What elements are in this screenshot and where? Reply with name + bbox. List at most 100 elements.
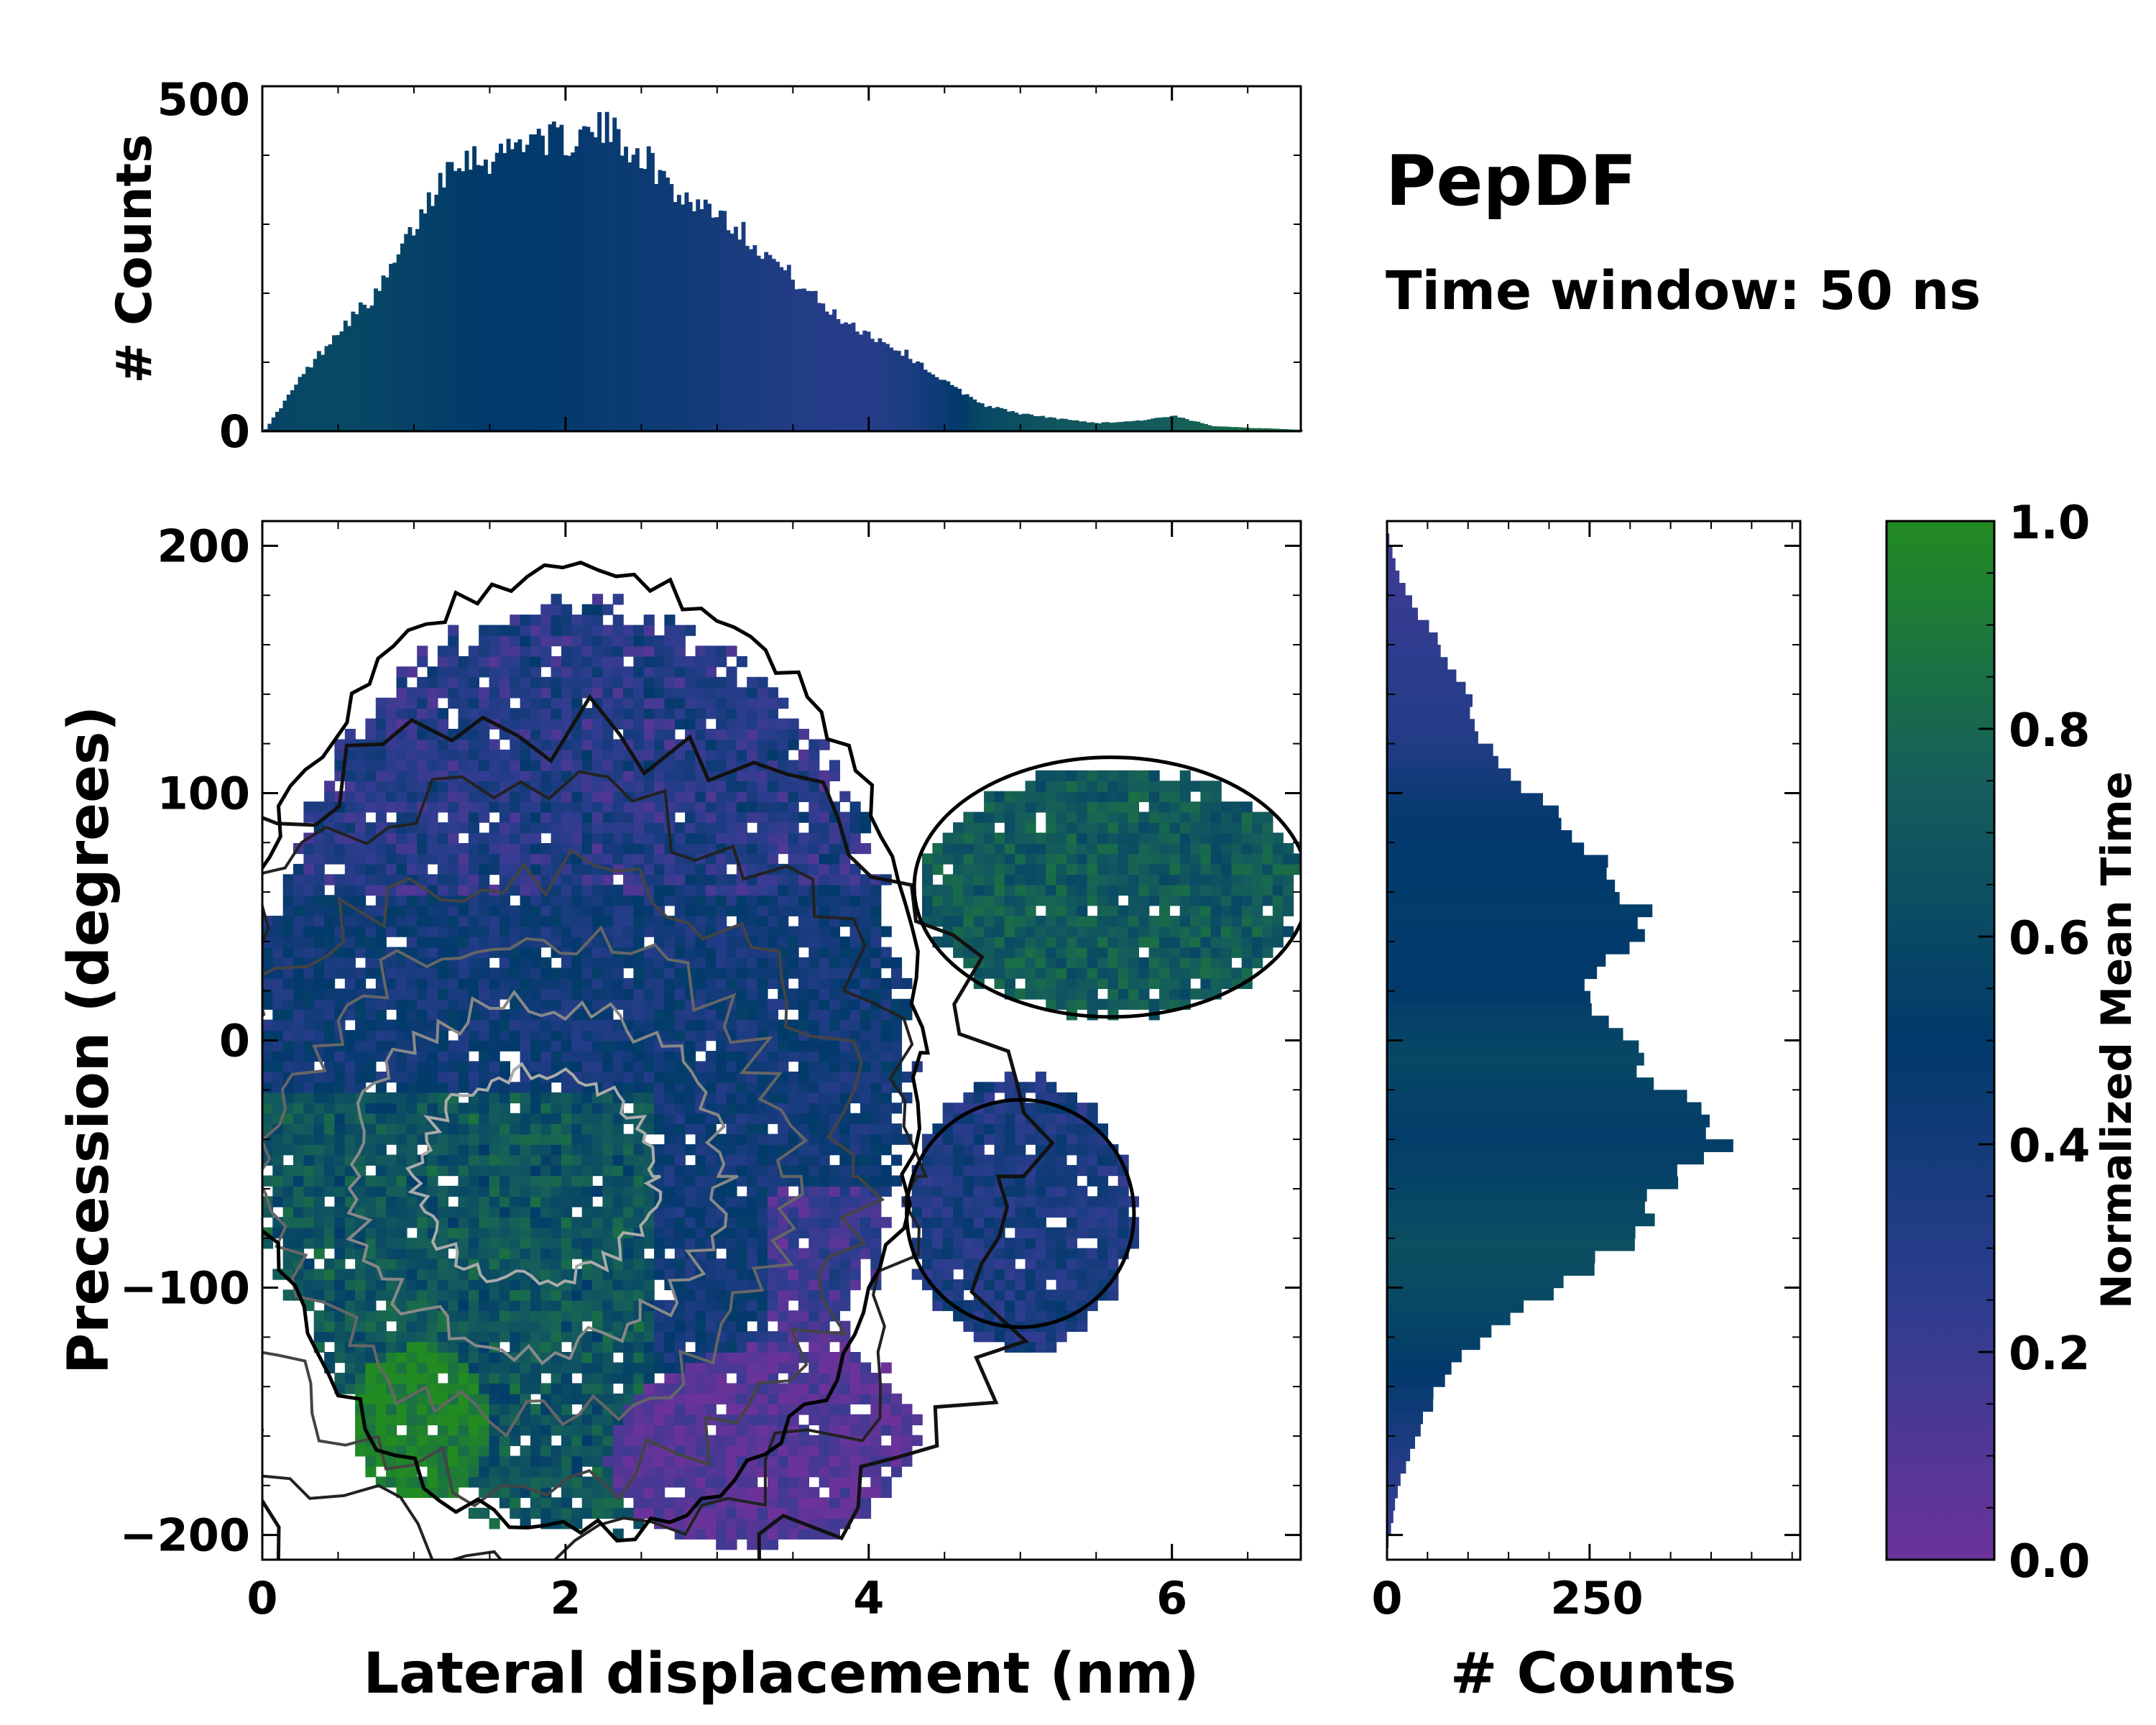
- heatmap-cell: [829, 988, 840, 1000]
- heatmap-cell: [747, 1175, 758, 1187]
- heatmap-cell: [334, 853, 346, 865]
- heatmap-cell: [819, 1133, 830, 1145]
- heatmap-cell: [550, 822, 562, 834]
- heatmap-cell: [396, 739, 407, 750]
- heatmap-cell: [643, 1185, 655, 1197]
- heatmap-cell: [623, 1009, 635, 1021]
- heatmap-cell: [540, 1497, 552, 1509]
- top-hist-bar: [441, 187, 446, 431]
- heatmap-cell: [324, 967, 336, 979]
- heatmap-cell: [654, 687, 665, 699]
- heatmap-cell: [654, 957, 665, 969]
- heatmap-cell: [942, 1175, 954, 1187]
- heatmap-cell: [365, 874, 377, 886]
- heatmap-cell: [664, 1217, 676, 1228]
- heatmap-cell: [313, 1279, 325, 1291]
- heatmap-cell: [581, 791, 593, 802]
- heatmap-cell: [798, 978, 809, 989]
- heatmap-cell: [520, 1310, 531, 1322]
- heatmap-cell: [293, 1196, 305, 1208]
- heatmap-cell: [808, 1092, 820, 1104]
- heatmap-cell: [932, 1227, 944, 1238]
- heatmap-cell: [313, 1123, 325, 1135]
- heatmap-cell: [540, 957, 552, 969]
- heatmap-cell: [778, 1310, 789, 1322]
- heatmap-cell: [808, 1341, 820, 1353]
- heatmap-cell: [592, 967, 604, 979]
- heatmap-cell: [592, 1331, 604, 1343]
- heatmap-cell: [664, 1259, 676, 1270]
- heatmap-cell: [643, 1113, 655, 1124]
- heatmap-cell: [602, 1071, 614, 1083]
- heatmap-cell: [767, 1227, 778, 1238]
- heatmap-cell: [592, 1030, 604, 1041]
- heatmap-cell: [530, 645, 542, 657]
- heatmap-cell: [458, 676, 469, 689]
- heatmap-cell: [344, 1133, 356, 1145]
- heatmap-cell: [550, 1103, 562, 1114]
- top-hist-bar: [911, 363, 916, 431]
- heatmap-cell: [808, 1362, 820, 1374]
- heatmap-cell: [520, 656, 531, 668]
- heatmap-cell: [716, 957, 727, 969]
- heatmap-cell: [716, 1030, 727, 1041]
- heatmap-cell: [561, 666, 573, 678]
- heatmap-cell: [736, 1092, 747, 1104]
- heatmap-cell: [386, 988, 397, 1000]
- heatmap-cell: [324, 1061, 336, 1072]
- heatmap-cell: [963, 1248, 975, 1259]
- heatmap-cell: [664, 1341, 676, 1353]
- heatmap-cell: [747, 729, 758, 740]
- heatmap-cell: [880, 1404, 892, 1415]
- heatmap-cell: [365, 1185, 377, 1197]
- heatmap-cell: [530, 635, 542, 647]
- heatmap-cell: [716, 801, 727, 813]
- heatmap-cell: [849, 1259, 861, 1270]
- heatmap-cell: [355, 1279, 367, 1291]
- heatmap-cell: [479, 1175, 490, 1187]
- heatmap-cell: [891, 1393, 903, 1404]
- heatmap-cell: [674, 967, 686, 979]
- heatmap-cell: [499, 832, 510, 844]
- heatmap-cell: [643, 832, 655, 844]
- top-hist-bar: [1116, 422, 1121, 431]
- top-hist-bar: [609, 142, 613, 432]
- heatmap-cell: [581, 1269, 593, 1280]
- heatmap-cell: [685, 1206, 696, 1218]
- heatmap-cell: [334, 1196, 346, 1208]
- top-hist-bar: [684, 192, 689, 431]
- heatmap-cell: [788, 1103, 799, 1114]
- top-hist-bar: [464, 150, 469, 432]
- heatmap-cell: [406, 791, 418, 802]
- heatmap-cell: [499, 1362, 510, 1374]
- heatmap-cell: [479, 749, 490, 761]
- heatmap-cell: [293, 1009, 305, 1021]
- heatmap-cell: [540, 625, 552, 636]
- heatmap-cell: [602, 1372, 614, 1384]
- heatmap-cell: [458, 1352, 469, 1363]
- heatmap-cell: [592, 1486, 604, 1499]
- heatmap-cell: [643, 666, 655, 678]
- heatmap-cell: [623, 1362, 635, 1374]
- heatmap-cell: [612, 1466, 624, 1478]
- heatmap-cell: [870, 1175, 882, 1187]
- heatmap-cell: [530, 625, 542, 636]
- heatmap-cell: [458, 1445, 469, 1457]
- heatmap-cell: [757, 791, 768, 802]
- heatmap-cell: [685, 863, 696, 875]
- heatmap-cell: [499, 770, 510, 781]
- heatmap-cell: [602, 666, 614, 678]
- heatmap-cell: [510, 1486, 521, 1499]
- top-hist-bar: [1059, 418, 1064, 431]
- heatmap-cell: [705, 1206, 717, 1218]
- heatmap-cell: [654, 1320, 665, 1332]
- heatmap-cell: [592, 874, 604, 886]
- heatmap-cell: [499, 937, 510, 948]
- heatmap-cell: [437, 739, 448, 750]
- heatmap-cell: [458, 1435, 469, 1446]
- heatmap-cell: [716, 1196, 727, 1208]
- top-hist-bar: [423, 213, 428, 431]
- heatmap-cell: [685, 760, 696, 771]
- heatmap-cell: [561, 1383, 573, 1394]
- heatmap-cell: [860, 1185, 872, 1197]
